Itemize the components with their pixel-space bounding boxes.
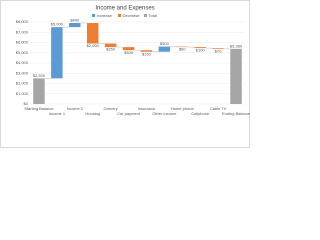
y-tick-label: $1,000 [16,91,29,96]
bar [158,46,171,52]
data-label: $2,500 [33,73,46,78]
legend-label: Decrease [123,13,141,18]
x-tick-label: Grocery [104,106,118,111]
bar [69,23,81,28]
x-tick-label: Car payment [117,111,141,116]
x-tick-label: Other Income [152,111,177,116]
x-tick-label: Ending Balance [222,111,250,116]
x-tick-label: Starting Balance [24,106,54,111]
legend-swatch [92,14,95,17]
bar [194,47,206,49]
data-label: $5,380 [230,43,243,48]
data-label: $70 [215,48,222,53]
x-tick-label: Income 2 [67,106,84,111]
data-label: $2,000 [87,43,100,48]
bar [104,43,117,48]
bar [140,50,153,52]
data-label: $500 [160,41,170,46]
x-tick-label: Cable TV [210,106,227,111]
y-tick-label: $7,000 [16,29,29,34]
x-tick-label: Housing [85,111,100,116]
data-label: $400 [70,18,80,23]
data-label: $300 [124,50,134,55]
data-label: $5,000 [51,22,64,27]
data-label: $150 [142,51,152,56]
bar [51,27,63,79]
data-label: $350 [106,47,116,52]
bar [33,78,45,104]
y-tick-label: $2,000 [16,81,29,86]
y-tick-label: $0 [24,101,29,106]
bar [212,48,224,49]
chart: Income and Expenses Increase Decrease Tota… [0,0,250,148]
y-tick-label: $3,000 [16,70,29,75]
legend-label: Total [149,13,158,18]
legend-swatch [118,14,121,17]
x-tick-label: Home phone [171,106,195,111]
data-label: $50 [179,47,186,52]
bar [122,47,135,51]
legend-label: Increase [97,13,113,18]
chart-border [0,0,250,148]
x-tick-label: Cellphone [191,111,210,116]
y-tick-label: $6,000 [16,40,29,45]
y-tick-label: $5,000 [16,50,29,55]
legend-swatch [144,14,147,17]
x-tick-label: Income 1 [49,111,66,116]
x-tick-label: Insurance [138,106,156,111]
y-tick-label: $4,000 [16,60,29,65]
bar [86,23,99,44]
data-label: $100 [196,48,206,53]
chart-title: Income and Expenses [95,6,154,12]
y-tick-label: $8,000 [16,19,29,24]
bar [176,46,189,48]
bar [230,48,242,104]
